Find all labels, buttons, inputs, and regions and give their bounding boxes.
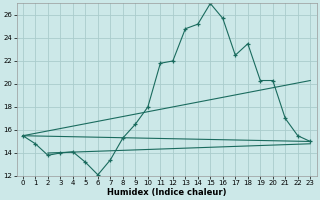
X-axis label: Humidex (Indice chaleur): Humidex (Indice chaleur): [107, 188, 226, 197]
